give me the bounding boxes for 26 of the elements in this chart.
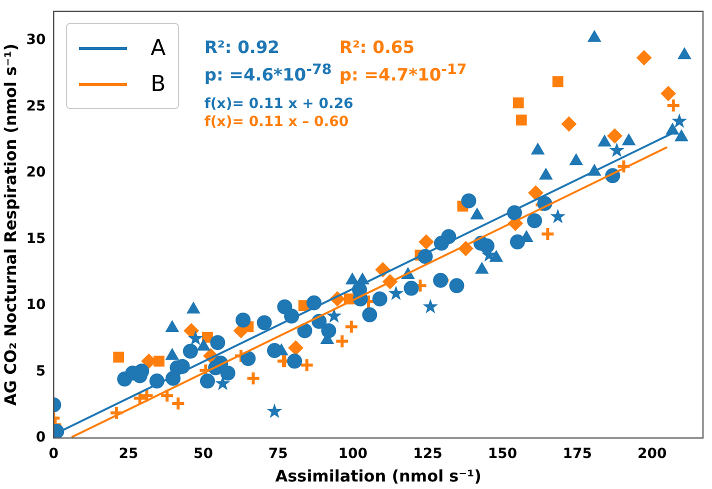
x-axis-title: Assimilation (nmol s⁻¹) [275,466,482,486]
legend-label: B [150,72,166,97]
y-tick-label: 15 [26,230,46,247]
x-tick-label: 175 [562,446,592,462]
y-tick-label: 25 [26,98,46,114]
legend-label: A [150,36,166,61]
y-tick-label: 30 [26,32,46,48]
annotation: p: =4.7*10$^{-17}$ [339,62,467,86]
x-tick-label: 150 [488,446,518,462]
x-tick-label: 0 [48,446,59,462]
x-tick-label: 200 [638,446,667,462]
x-tick-label: 25 [118,446,138,462]
annotation: R²: 0.92 [204,38,280,58]
y-tick-label: 5 [36,363,46,380]
y-tick-label: 0 [36,430,46,446]
annotation: p: =4.6*10$^{-78}$ [204,62,332,86]
x-tick-label: 50 [194,446,214,462]
x-tick-label: 125 [413,446,442,462]
annotation: f(x)= 0.11 x – 0.60 [204,114,349,130]
y-axis-title: AG CO₂ Nocturnal Respiration (nmol s⁻¹) [0,44,20,406]
y-tick-label: 20 [26,164,46,181]
annotation: f(x)= 0.11 x + 0.26 [204,96,354,112]
annotation: R²: 0.65 [339,38,415,58]
x-tick-label: 100 [338,446,368,462]
x-tick-label: 75 [268,446,288,462]
y-tick-label: 10 [26,297,46,314]
